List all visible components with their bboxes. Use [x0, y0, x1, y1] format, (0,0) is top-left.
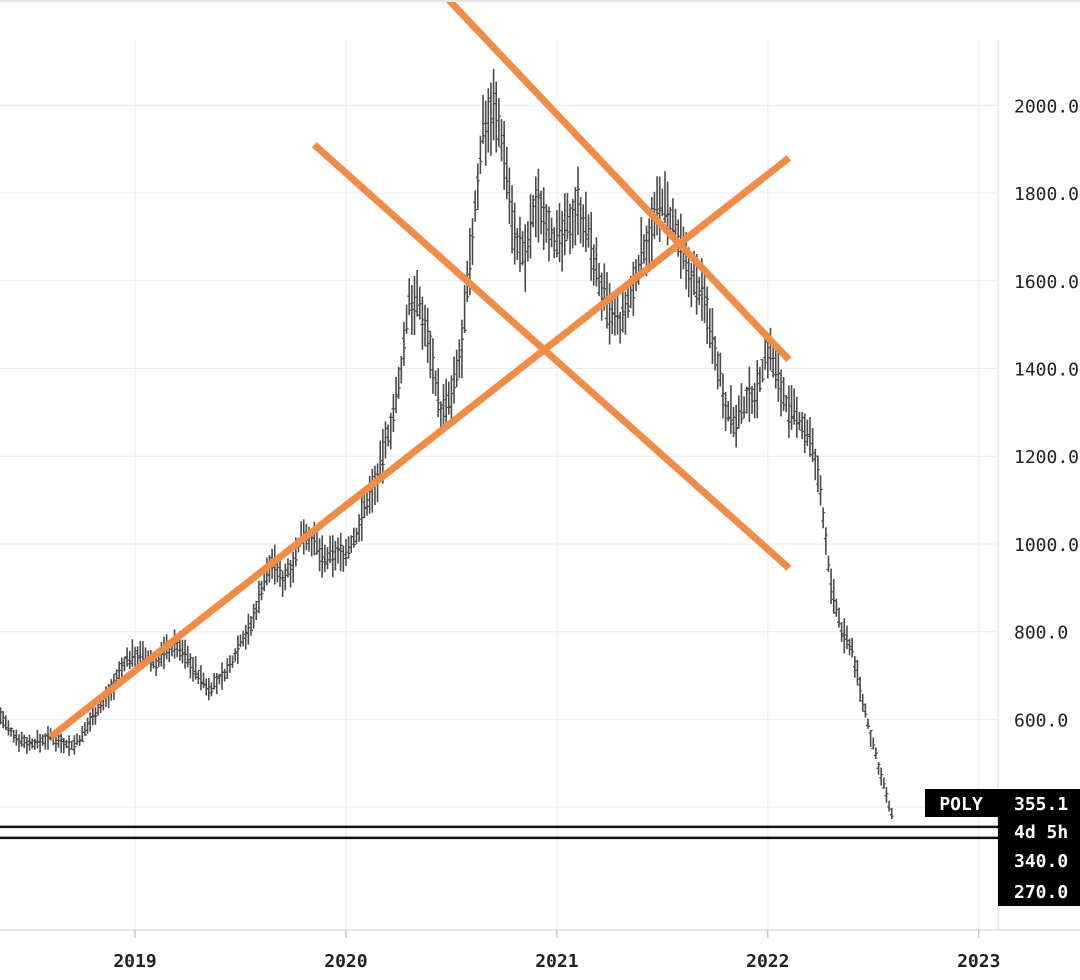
y-tick-label: 1200.0	[1014, 447, 1079, 468]
y-tick-label: 2000.0	[1014, 96, 1079, 117]
trendline[interactable]	[311, 142, 792, 571]
x-tick-label: 2023	[957, 951, 1000, 972]
countdown-box	[998, 817, 1080, 845]
last-price-box	[998, 789, 1080, 817]
x-tick-label: 2020	[324, 951, 367, 972]
y-axis: 400.0600.0800.01000.01200.01400.01600.01…	[1014, 96, 1079, 819]
grid-layer	[0, 40, 1080, 931]
x-tick-label: 2021	[535, 951, 578, 972]
x-tick-label: 2019	[113, 951, 156, 972]
symbol-label: POLY	[939, 794, 983, 815]
y-tick-label: 1800.0	[1014, 184, 1079, 205]
y-tick-label: 1400.0	[1014, 359, 1079, 380]
level-1-box	[998, 845, 1080, 875]
price-labels: POLY 355.1 4d 5h 340.0 270.0	[925, 789, 1080, 906]
level-2-box	[998, 875, 1080, 906]
countdown-label: 4d 5h	[1014, 822, 1068, 843]
trendlines[interactable]	[48, 0, 792, 740]
last-price-label: 355.1	[1014, 794, 1068, 815]
y-tick-label: 600.0	[1014, 710, 1068, 731]
y-tick-label: 1000.0	[1014, 535, 1079, 556]
trendline[interactable]	[420, 0, 792, 363]
top-border	[0, 0, 1080, 2]
x-tick-label: 2022	[746, 951, 789, 972]
level-2-label: 270.0	[1014, 882, 1068, 903]
x-axis: 2019 2020 2021 2022 2023	[113, 930, 1000, 972]
symbol-label-bg	[925, 789, 998, 817]
level-1-label: 340.0	[1014, 851, 1068, 872]
trendline[interactable]	[48, 155, 792, 740]
horizontal-levels	[0, 825, 998, 840]
y-tick-label: 1600.0	[1014, 272, 1079, 293]
y-tick-label: 800.0	[1014, 623, 1068, 644]
